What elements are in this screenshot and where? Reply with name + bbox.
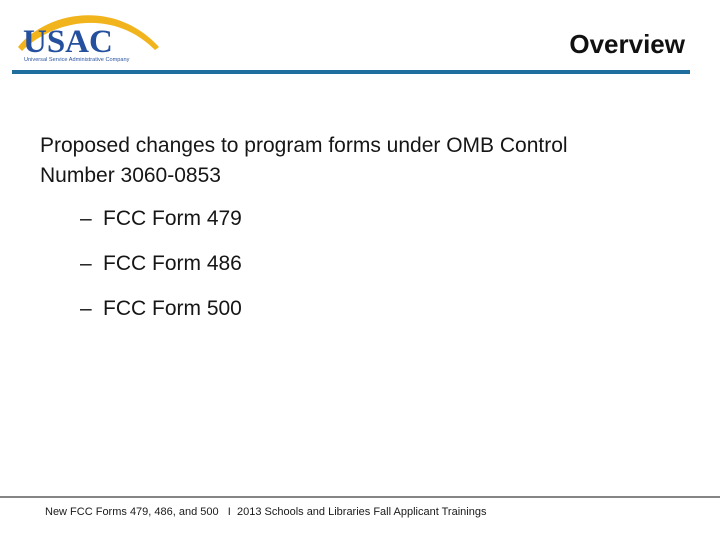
bullet-label: FCC Form 486 [103, 252, 242, 275]
bullet-dash: – [80, 252, 92, 275]
bullet-dash: – [80, 207, 92, 230]
logo-tagline: Universal Service Administrative Company [24, 57, 130, 63]
logo-swoosh-icon [18, 15, 159, 52]
bullet-label: FCC Form 479 [103, 207, 242, 230]
usac-logo: USAC Universal Service Administrative Co… [12, 5, 162, 65]
bullet-dash: – [80, 297, 92, 320]
bullet-list: – FCC Form 479 – FCC Form 486 – FCC Form 50… [80, 206, 242, 341]
header-rule [12, 70, 690, 74]
body-intro: Proposed changes to program forms under … [40, 134, 568, 187]
bullet-label: FCC Form 500 [103, 297, 242, 320]
bullet-item: – FCC Form 479 [80, 206, 242, 232]
footer-rule [0, 496, 720, 498]
logo-wordmark: USAC [23, 24, 113, 60]
usac-logo-graphic: USAC Universal Service Administrative Co… [18, 15, 159, 63]
bullet-item: – FCC Form 500 [80, 296, 242, 322]
bullet-item: – FCC Form 486 [80, 251, 242, 277]
slide-title: Overview [569, 29, 685, 59]
footer-text: New FCC Forms 479, 486, and 500 I 2013 S… [45, 506, 487, 518]
